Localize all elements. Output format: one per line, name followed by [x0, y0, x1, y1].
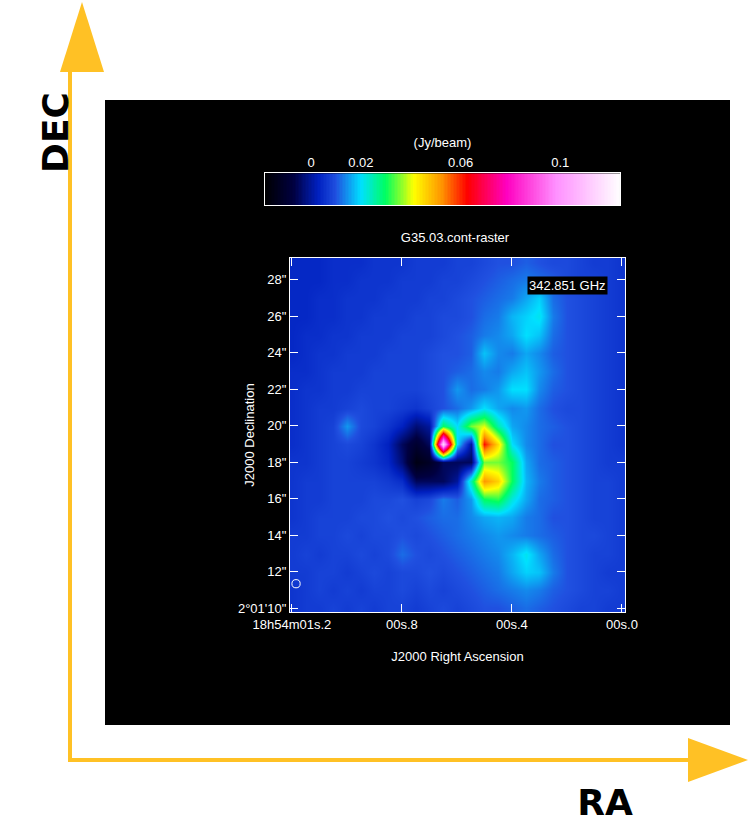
html-text:DEC: DEC: [34, 92, 76, 173]
svg-text:J2000 Declination: J2000 Declination: [242, 383, 257, 486]
svg-text:00s.4: 00s.4: [496, 617, 528, 632]
svg-text:14": 14": [267, 528, 286, 543]
svg-text:0.1: 0.1: [551, 155, 569, 170]
svg-text:G35.03.cont-raster: G35.03.cont-raster: [401, 230, 510, 245]
svg-text:18": 18": [267, 455, 286, 470]
svg-text:26": 26": [267, 309, 286, 324]
svg-text:0.02: 0.02: [348, 155, 373, 170]
svg-text:22": 22": [267, 382, 286, 397]
html-text:RA: RA: [577, 782, 633, 823]
svg-text:0: 0: [307, 155, 314, 170]
svg-text:342.851 GHz: 342.851 GHz: [529, 278, 606, 293]
svg-text:00s.0: 00s.0: [606, 617, 638, 632]
svg-text:20": 20": [267, 418, 286, 433]
svg-text:J2000 Right Ascension: J2000 Right Ascension: [391, 649, 523, 664]
svg-text:18h54m01s.2: 18h54m01s.2: [253, 617, 332, 632]
svg-text:24": 24": [267, 345, 286, 360]
svg-text:16": 16": [267, 491, 286, 506]
svg-text:28": 28": [267, 272, 286, 287]
svg-text:12": 12": [267, 564, 286, 579]
svg-text:2°01'10": 2°01'10": [238, 601, 287, 616]
svg-text:0.06: 0.06: [448, 155, 473, 170]
svg-text:00s.8: 00s.8: [386, 617, 418, 632]
svg-text:(Jy/beam): (Jy/beam): [414, 135, 472, 150]
